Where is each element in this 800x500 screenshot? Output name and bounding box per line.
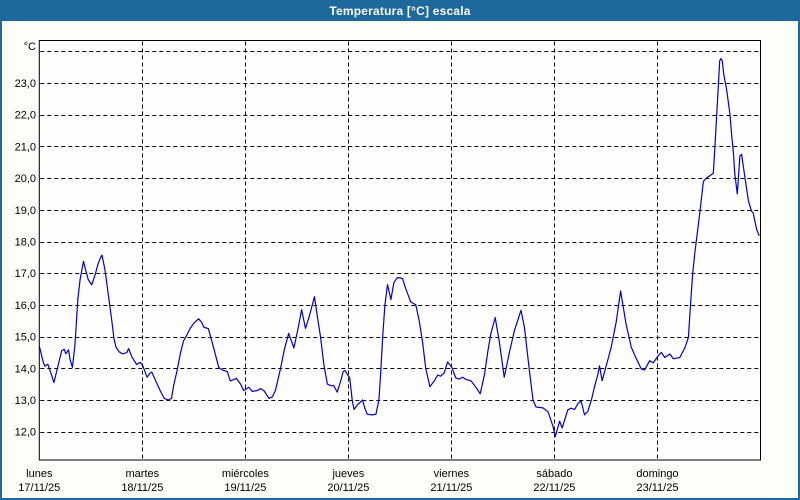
y-tick-label: 17,0 (15, 268, 36, 280)
day-date-label: 21/11/25 (430, 482, 472, 494)
horizontal-gridlines (40, 51, 760, 433)
day-date-label: 19/11/25 (224, 482, 266, 494)
y-tick-label: 20,0 (15, 173, 36, 185)
day-name-label: martes (126, 468, 160, 480)
day-name-label: viernes (434, 468, 470, 480)
y-tick-label: 14,0 (15, 363, 36, 375)
y-axis-unit-label: °C (24, 41, 36, 53)
plot-frame (38, 40, 762, 461)
day-date-label: 22/11/25 (533, 482, 575, 494)
day-date-label: 20/11/25 (327, 482, 369, 494)
y-tick-label: 15,0 (15, 332, 36, 344)
window-title: Temperatura [°C] escala (329, 3, 471, 18)
day-name-label: lunes (26, 468, 53, 480)
y-tick-label: 19,0 (15, 205, 36, 217)
temperature-line (38, 57, 760, 438)
day-name-label: sábado (536, 468, 572, 480)
day-name-label: miércoles (222, 468, 270, 480)
day-date-label: 23/11/25 (636, 482, 678, 494)
x-axis-labels: lunes 17/11/25 martes 18/11/25 miércoles 19/1… (18, 468, 678, 494)
y-tick-label: 12,0 (15, 427, 36, 439)
y-axis-labels: 23,0 22,0 21,0 20,0 19,0 18,0 17,0 16,0 15,0 14,0… (15, 78, 36, 439)
y-tick-label: 21,0 (15, 141, 36, 153)
day-date-label: 18/11/25 (121, 482, 163, 494)
day-name-label: domingo (636, 468, 678, 480)
y-tick-label: 18,0 (15, 237, 36, 249)
title-bar: Temperatura [°C] escala (0, 0, 800, 21)
y-tick-label: 23,0 (15, 78, 36, 90)
y-tick-label: 13,0 (15, 395, 36, 407)
day-date-label: 17/11/25 (18, 482, 60, 494)
y-tick-label: 16,0 (15, 300, 36, 312)
y-tick-label: 22,0 (15, 110, 36, 122)
day-name-label: jueves (331, 468, 364, 480)
